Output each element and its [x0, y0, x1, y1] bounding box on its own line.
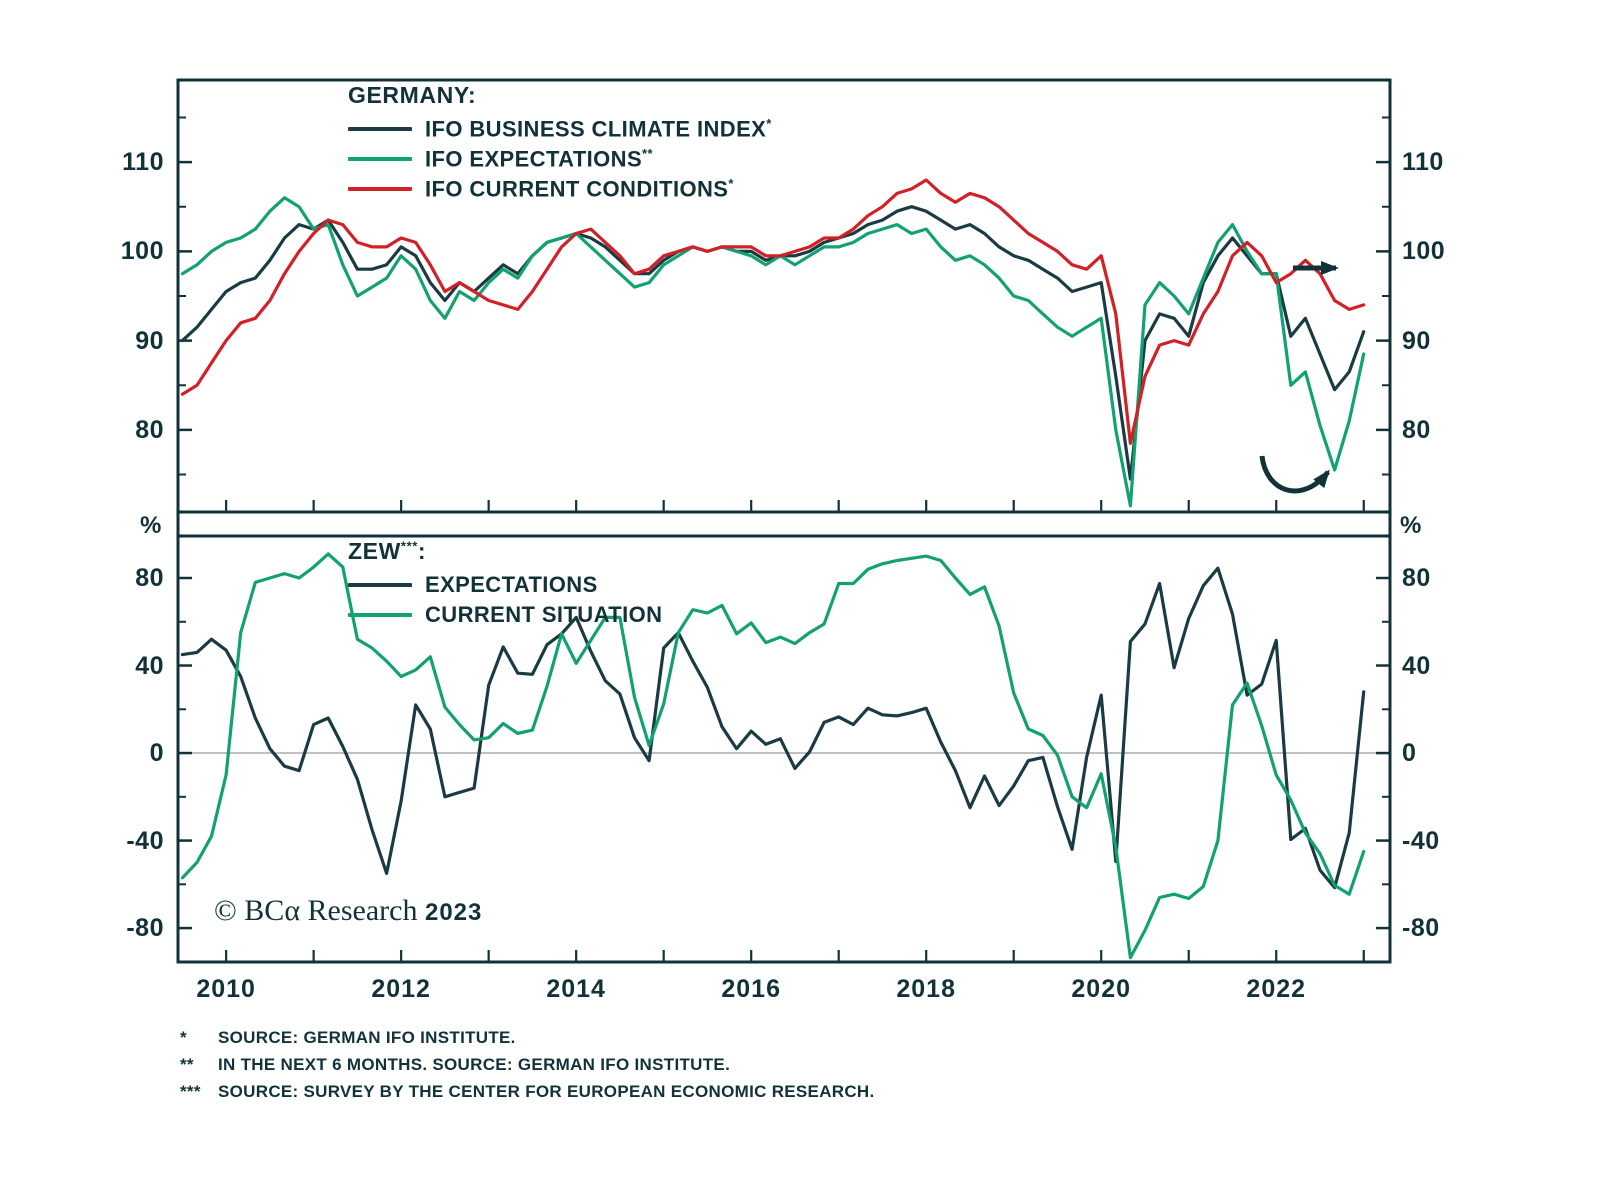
- footnote-marker: *: [180, 1028, 187, 1047]
- legend-item-ifo-business-climate: IFO BUSINESS CLIMATE INDEX*: [348, 114, 772, 144]
- series-line-ifo-expectations: [180, 196, 1366, 508]
- y-axis-tick-label-right: 110: [1402, 148, 1444, 177]
- footnote-marker: ***: [400, 538, 418, 554]
- footnote-marker: *: [728, 175, 734, 191]
- legend-label: IFO BUSINESS CLIMATE INDEX*: [425, 116, 772, 142]
- legend-item-zew-expectations: EXPECTATIONS: [348, 570, 662, 600]
- footnote-text: SOURCE: GERMAN IFO INSTITUTE.: [218, 1028, 516, 1047]
- legend-label: IFO EXPECTATIONS**: [425, 146, 653, 172]
- x-axis-tick-label: 2014: [546, 975, 606, 1003]
- legend-item-ifo-expectations: IFO EXPECTATIONS**: [348, 144, 772, 174]
- y-axis-tick-label-left: 100: [120, 237, 164, 266]
- y-axis-tick-label-right: 80: [1402, 564, 1431, 592]
- green-line-swatch: [348, 613, 412, 617]
- y-axis-tick-label-left: -80: [126, 914, 164, 943]
- x-axis-tick-label: 2016: [721, 975, 781, 1003]
- x-axis-tick-label: 2022: [1246, 975, 1307, 1003]
- footnotes: * SOURCE: GERMAN IFO INSTITUTE. ** IN TH…: [180, 1024, 875, 1105]
- red-line-swatch: [348, 187, 412, 191]
- legend-item-zew-current-situation: CURRENT SITUATION: [348, 600, 662, 630]
- y-axis-tick-label-left: 0: [149, 739, 164, 768]
- y-axis-tick-label-right: 40: [1402, 651, 1431, 680]
- footnote-marker: **: [642, 145, 653, 161]
- series-line-ifo-current-conditions: [180, 178, 1366, 445]
- y-axis-tick-label-right: -80: [1402, 914, 1440, 943]
- footnote-3: *** SOURCE: SURVEY BY THE CENTER FOR EUR…: [180, 1078, 875, 1105]
- legend-label: EXPECTATIONS: [425, 572, 598, 597]
- footnote-2: ** IN THE NEXT 6 MONTHS. SOURCE: GERMAN …: [180, 1051, 875, 1078]
- legend-label-text: IFO EXPECTATIONS: [425, 146, 643, 172]
- green-line-swatch: [348, 157, 412, 161]
- legend-title-colon: :: [417, 538, 427, 564]
- y-axis-tick-label-left: 80: [135, 564, 164, 592]
- x-axis-tick-label: 2010: [196, 975, 256, 1003]
- x-axis-tick-label: 2012: [371, 975, 431, 1003]
- y-axis-tick-label-right: 80: [1402, 415, 1431, 444]
- footnote-marker: ***: [180, 1082, 201, 1101]
- x-axis-tick-label: 2018: [896, 975, 956, 1003]
- dark-line-swatch: [348, 583, 412, 587]
- footnote-marker: *: [766, 115, 772, 131]
- y-axis-tick-label-left: 40: [135, 651, 164, 680]
- legend-label-text: IFO CURRENT CONDITIONS: [425, 176, 729, 202]
- copyright-year: 2023: [424, 899, 483, 926]
- footnote-text: SOURCE: SURVEY BY THE CENTER FOR EUROPEA…: [218, 1082, 875, 1101]
- dark-line-swatch: [348, 127, 412, 131]
- copyright-notice: © BCα Research 2023: [214, 894, 482, 928]
- y-axis-unit-left: %: [140, 512, 162, 539]
- y-axis-tick-label-right: 0: [1402, 739, 1417, 768]
- series-line-current-situation: [180, 552, 1366, 960]
- y-axis-tick-label-left: 80: [135, 415, 164, 444]
- legend-label-text: IFO BUSINESS CLIMATE INDEX: [425, 116, 767, 142]
- series-line-expectations: [180, 566, 1366, 890]
- chart-frame: [176, 78, 1392, 964]
- copyright-text: © BCα Research: [214, 894, 418, 927]
- x-axis-tick-label: 2020: [1071, 975, 1132, 1003]
- legend-title-text: ZEW: [348, 538, 401, 564]
- bottom-legend-title: ZEW***:: [348, 538, 662, 565]
- legend-label: CURRENT SITUATION: [425, 602, 663, 627]
- legend-label: IFO CURRENT CONDITIONS*: [425, 176, 734, 202]
- y-axis-tick-label-left: 110: [122, 148, 164, 177]
- top-legend-title: GERMANY:: [348, 82, 477, 108]
- bottom-legend: ZEW***: EXPECTATIONS CURRENT SITUATION: [348, 538, 662, 630]
- y-axis-tick-label-left: 90: [135, 326, 164, 355]
- y-axis-unit-right: %: [1400, 512, 1422, 539]
- y-axis-tick-label-right: -40: [1402, 826, 1440, 855]
- footnote-marker: **: [180, 1055, 194, 1074]
- y-axis-tick-label-right: 90: [1402, 326, 1431, 355]
- series-line-ifo-business-climate-index: [180, 205, 1366, 481]
- footnote-1: * SOURCE: GERMAN IFO INSTITUTE.: [180, 1024, 875, 1051]
- rebound-curved-arrow: [1259, 455, 1330, 494]
- y-axis-tick-label-left: -40: [126, 826, 164, 855]
- footnote-text: IN THE NEXT 6 MONTHS. SOURCE: GERMAN IFO…: [218, 1055, 731, 1074]
- y-axis-tick-label-right: 100: [1402, 237, 1446, 266]
- top-legend: GERMANY: IFO BUSINESS CLIMATE INDEX* IFO…: [348, 82, 772, 204]
- legend-item-ifo-current-conditions: IFO CURRENT CONDITIONS*: [348, 174, 772, 204]
